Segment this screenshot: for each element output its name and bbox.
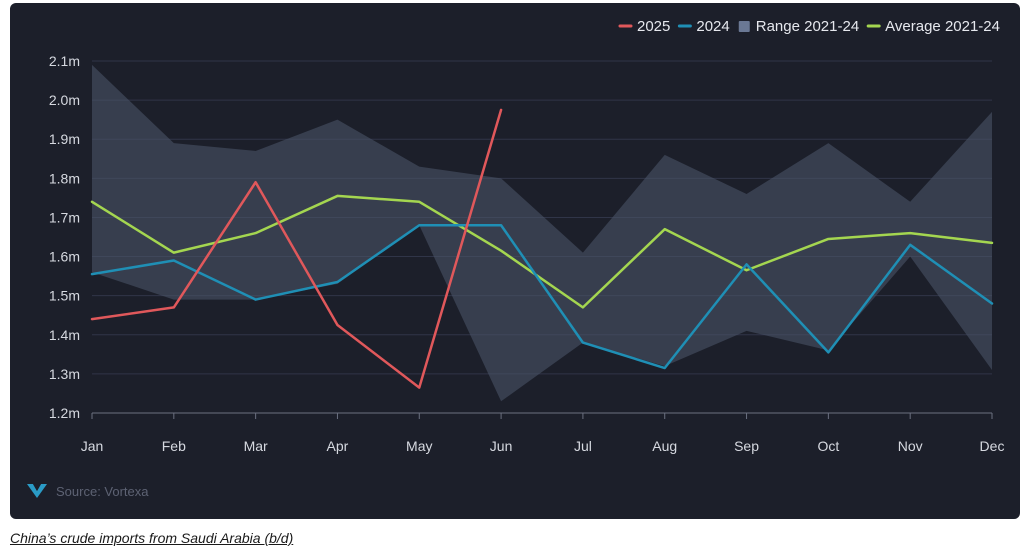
- x-tick-label: Oct: [817, 438, 839, 454]
- x-tick-label: Dec: [980, 438, 1005, 454]
- legend-label: Range 2021-24: [756, 18, 859, 35]
- legend-label: Average 2021-24: [885, 18, 1000, 35]
- y-tick-label: 1.4m: [49, 327, 80, 343]
- x-tick-label: Jan: [81, 438, 104, 454]
- x-tick-label: Nov: [898, 438, 923, 454]
- y-tick-label: 1.3m: [49, 366, 80, 382]
- y-tick-label: 1.7m: [49, 209, 80, 225]
- y-tick-label: 1.8m: [49, 170, 80, 186]
- y-tick-label: 1.9m: [49, 131, 80, 147]
- chart-caption: China’s crude imports from Saudi Arabia …: [10, 530, 294, 546]
- chart-card: 1.2m 1.3m 1.4m 1.5m 1.6m 1.7m 1.8m 1.9m 2.0m 2.1m…: [10, 3, 1020, 519]
- series-line-2025: [90, 108, 503, 389]
- vortexa-logo-icon: [27, 484, 47, 498]
- y-tick-label: 2.0m: [49, 92, 80, 108]
- y-tick-label: 1.2m: [49, 405, 80, 421]
- y-tick-label: 2.1m: [49, 53, 80, 69]
- y-tick-label: 1.6m: [49, 249, 80, 265]
- series-line-2024: [90, 224, 994, 370]
- legend-label: 2025: [637, 18, 670, 35]
- source-text: Source: Vortexa: [56, 483, 149, 499]
- legend-swatch: [738, 21, 750, 32]
- range-band: [92, 64, 992, 402]
- x-tick-label: Jun: [490, 438, 513, 454]
- line-chart: 1.2m 1.3m 1.4m 1.5m 1.6m 1.7m 1.8m 1.9m 2.0m 2.1m…: [49, 18, 1005, 454]
- x-tick-label: Feb: [162, 438, 186, 454]
- x-tick-label: Sep: [734, 438, 759, 454]
- legend-label: 2024: [696, 18, 729, 35]
- x-tick-label: Aug: [652, 438, 677, 454]
- source-note: Source: Vortexa: [26, 483, 149, 499]
- x-tick-label: Apr: [327, 438, 349, 454]
- y-tick-label: 1.5m: [49, 288, 80, 304]
- x-tick-label: Jul: [574, 438, 592, 454]
- x-tick-label: Mar: [244, 438, 268, 454]
- x-tick-label: May: [406, 438, 432, 454]
- series-line-average-2021-24: [90, 194, 994, 309]
